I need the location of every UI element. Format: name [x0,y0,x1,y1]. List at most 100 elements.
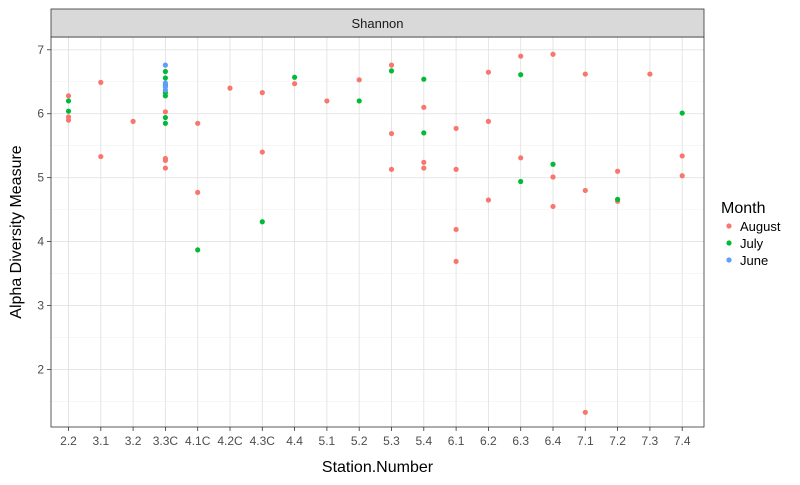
data-point-july [615,196,621,202]
data-point-august [98,153,104,160]
data-point-august [65,117,72,123]
data-point-july [162,75,168,81]
data-point-june [162,62,168,68]
facet-strip-label: Shannon [351,16,403,31]
data-point-august [421,165,427,171]
data-point-july [65,108,72,114]
x-tick-label: 5.4 [415,434,432,448]
y-axis-title: Alpha Diversity Measure [8,145,25,319]
x-tick-label: 4.3C [250,434,276,448]
data-point-august [195,189,201,195]
y-tick-label: 5 [37,171,44,185]
data-point-july [195,247,201,253]
data-point-july [518,72,524,78]
data-point-august [518,155,524,161]
y-tick-label: 6 [37,107,44,121]
data-point-august [453,125,459,132]
legend-label-august: August [740,219,781,234]
data-point-august [259,149,265,155]
data-point-august [227,85,233,91]
legend-key-june [726,257,732,263]
legend-title: Month [721,200,765,217]
x-tick-label: 2.2 [60,434,77,448]
legend: Month August July June [721,200,781,268]
x-tick-label: 6.4 [545,434,562,448]
y-tick-label: 7 [37,43,44,57]
data-point-july [162,68,168,75]
legend-key-august [726,223,732,229]
data-point-august [453,166,459,172]
x-tick-label: 6.1 [448,434,465,448]
data-point-august [388,62,395,68]
y-tick-label: 4 [37,235,44,249]
legend-key-july [726,240,732,246]
data-point-august [550,203,556,210]
legend-label-june: June [740,253,768,268]
data-point-august [615,168,621,174]
data-point-august [162,157,168,163]
x-tick-label: 4.4 [286,434,303,448]
data-point-august [388,130,395,137]
x-tick-label: 3.2 [125,434,142,448]
data-point-august [582,71,588,77]
data-point-august [550,174,556,180]
data-point-august [98,79,104,85]
panel-background [51,37,704,427]
y-tick-label: 2 [37,362,44,376]
data-point-august [647,71,653,77]
data-point-july [421,76,427,82]
data-point-july [421,130,427,136]
data-point-august [356,77,362,83]
y-axis-ticks: 2 3 4 5 6 7 [37,43,51,376]
data-point-june [162,80,168,86]
data-point-august [130,118,136,124]
data-point-august [518,53,524,59]
x-axis-title: Station.Number [322,459,434,476]
data-point-august [388,166,395,172]
data-point-august [582,187,588,194]
data-point-july [550,161,556,167]
x-tick-label: 3.1 [92,434,109,448]
data-point-august [421,104,427,110]
data-point-july [259,219,265,225]
data-point-august [550,51,556,57]
data-point-july [292,74,298,80]
data-point-july [518,178,524,185]
x-tick-label: 5.3 [383,434,400,448]
facet-strip [50,8,705,38]
data-point-august [453,226,459,233]
x-tick-label: 7.1 [577,434,594,448]
data-point-july [162,93,168,99]
data-point-july [162,120,168,126]
x-tick-label: 4.2C [217,434,243,448]
x-tick-label: 6.3 [512,434,529,448]
data-point-august [421,159,427,165]
data-point-august [162,109,168,115]
data-point-august [582,409,588,415]
x-tick-label: 7.2 [609,434,626,448]
data-point-july [388,68,395,74]
legend-label-july: July [740,236,764,251]
x-tick-label: 7.4 [674,434,691,448]
x-axis-ticks: 2.2 3.1 3.2 3.3C 4.1C 4.2C 4.3C 4.4 5.1 5.2 5.3 5.4… [60,427,691,448]
x-tick-label: 7.3 [642,434,659,448]
data-points [65,51,685,415]
data-point-august [162,165,168,171]
data-point-june [162,87,168,93]
data-point-august [679,153,685,159]
x-tick-label: 3.3C [153,434,179,448]
x-tick-label: 5.1 [319,434,336,448]
y-tick-label: 3 [37,299,44,313]
data-point-august [485,69,491,75]
data-point-august [485,197,491,203]
x-tick-label: 6.2 [480,434,497,448]
data-point-august [324,98,330,104]
data-point-july [356,98,362,104]
data-point-august [65,93,72,99]
data-point-august [485,118,491,124]
data-point-august [679,173,685,179]
data-point-august [292,81,298,87]
x-tick-label: 5.2 [351,434,368,448]
